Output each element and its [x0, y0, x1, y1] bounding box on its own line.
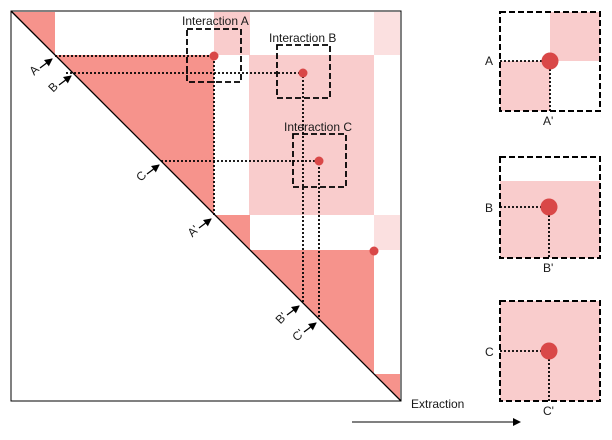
interaction-box-a — [186, 28, 242, 83]
diag-label-b-prime: B' — [273, 310, 290, 327]
guide-a — [55, 55, 215, 215]
arrow-b-prime — [286, 305, 300, 316]
arrow-c — [146, 164, 160, 175]
panel-b-dot — [540, 198, 558, 216]
interaction-box-b — [276, 44, 331, 99]
extracted-panel-b: B B' — [485, 156, 601, 275]
block-a-light — [214, 12, 250, 55]
panel-a-quad-bottom-left — [500, 61, 550, 111]
panel-c-col-label: C' — [543, 404, 554, 418]
interaction-dot-b — [298, 68, 308, 78]
panel-b-row-label: B — [485, 201, 493, 215]
arrow-a — [39, 58, 53, 69]
contact-matrix: Interaction A Interaction B Interaction … — [10, 10, 402, 402]
matrix-diagonal — [10, 10, 402, 402]
panel-c-frame — [499, 300, 601, 402]
extraction-label: Extraction — [411, 397, 464, 411]
arrow-a-prime — [198, 218, 212, 229]
interaction-box-c — [292, 133, 347, 188]
interaction-dot-a — [209, 51, 219, 61]
interaction-label-c: Interaction C — [284, 120, 352, 134]
panel-a-col-label: A' — [543, 114, 553, 128]
interaction-label-b: Interaction B — [269, 31, 336, 45]
diag-label-b: B — [45, 79, 61, 95]
panel-c-dot — [540, 342, 558, 360]
extracted-panel-a: A A' — [485, 11, 601, 128]
matrix-frame — [10, 10, 402, 402]
diagonal-arrows — [39, 58, 317, 333]
arrow-c-prime — [303, 322, 317, 333]
panel-b-fill — [500, 181, 600, 258]
diag-label-a-prime: A' — [185, 223, 202, 240]
diag-label-c-prime: C' — [289, 326, 307, 344]
extracted-panel-c: C C' — [485, 300, 601, 418]
block-edge-faint-mid — [374, 215, 400, 250]
diag-label-c: C — [133, 168, 149, 184]
interaction-boxes — [186, 28, 347, 188]
panel-a-quad-top-right — [550, 12, 600, 61]
block-ab-light — [249, 55, 374, 215]
arrow-b — [58, 75, 72, 86]
panel-a-dot — [541, 52, 559, 70]
block-edge-faint-top — [374, 12, 400, 55]
panel-b-col-label: B' — [543, 261, 553, 275]
interaction-dot-edge — [369, 246, 379, 256]
panel-a-row-label: A — [485, 54, 493, 68]
panel-c-row-label: C — [485, 345, 494, 359]
diag-label-a: A — [26, 62, 42, 78]
interaction-dot-c — [314, 156, 324, 166]
interaction-label-a: Interaction A — [182, 14, 249, 28]
